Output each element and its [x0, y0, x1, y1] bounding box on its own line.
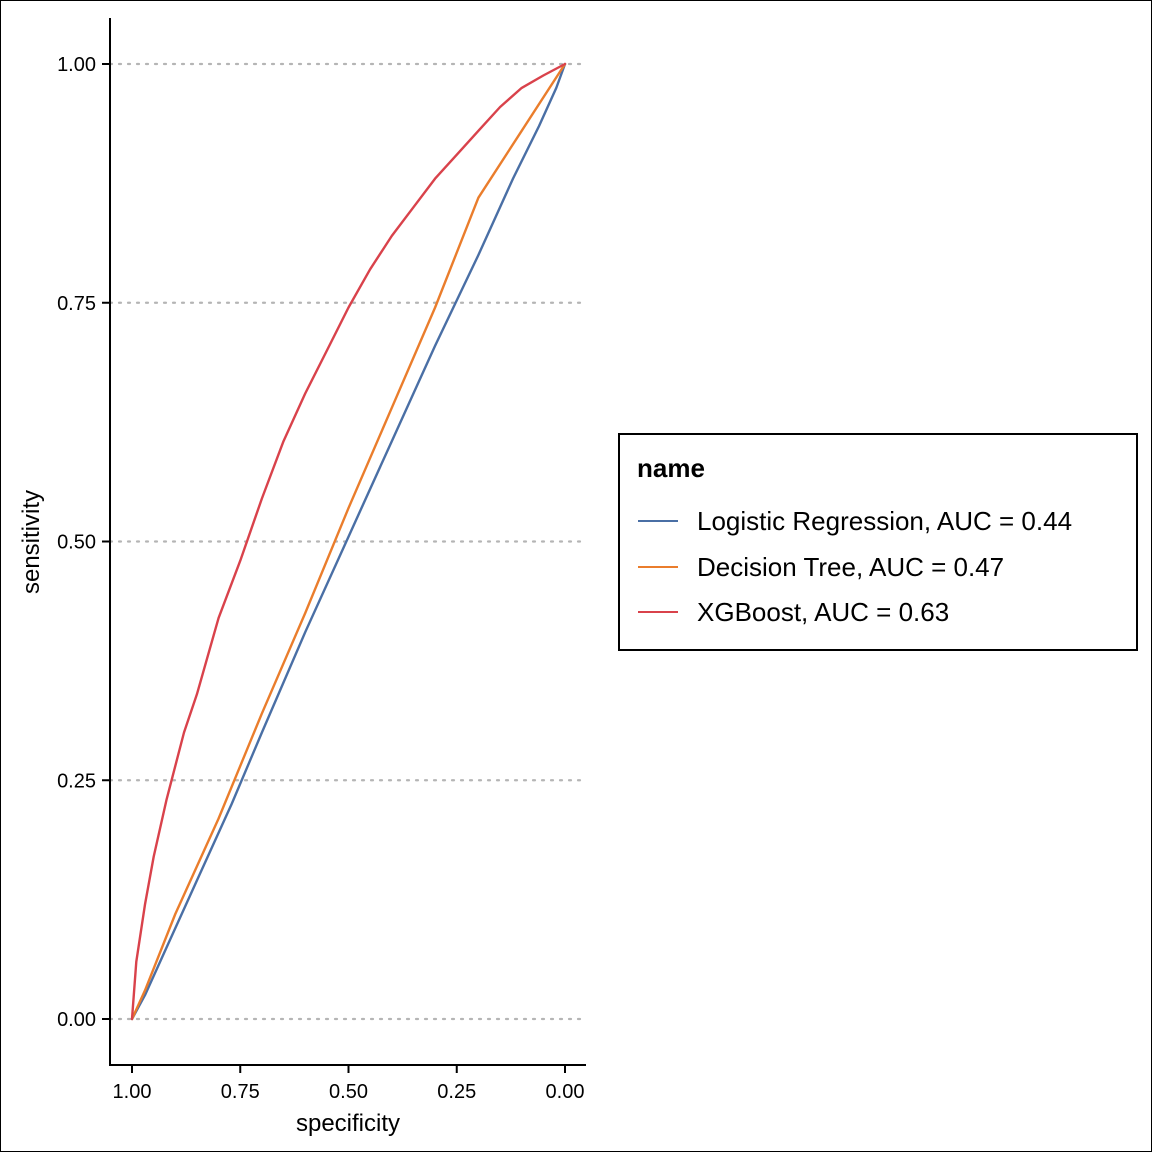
legend: name Logistic Regression, AUC = 0.44 Dec… [618, 433, 1138, 651]
y-tick-label: 0.25 [57, 770, 96, 792]
y-axis-title: sensitivity [18, 490, 45, 594]
series-line-xgboost [130, 62, 567, 1021]
legend-label-decision-tree: Decision Tree, AUC = 0.47 [697, 552, 1005, 582]
gridlines [108, 62, 588, 1021]
legend-label-xgboost: XGBoost, AUC = 0.63 [697, 597, 950, 627]
x-tick-label: 0.00 [546, 1081, 585, 1103]
x-tick-label: 0.50 [329, 1081, 368, 1103]
x-tick-label: 0.75 [221, 1081, 260, 1103]
legend-item-logistic-regression: Logistic Regression, AUC = 0.44 [638, 506, 1128, 536]
series-line-decision-tree [130, 62, 567, 1021]
y-tick-label: 0.75 [57, 293, 96, 315]
x-tick-label: 0.25 [437, 1081, 476, 1103]
legend-key-decision-tree [638, 566, 678, 568]
x-axis-title: specificity [296, 1110, 400, 1137]
x-tick-label: 1.00 [113, 1081, 152, 1103]
legend-title: name [637, 453, 705, 483]
legend-key-xgboost [638, 611, 678, 613]
series-lines [130, 62, 567, 1021]
y-tick-label: 0.00 [57, 1009, 96, 1031]
legend-label-logistic-regression: Logistic Regression, AUC = 0.44 [697, 506, 1073, 536]
series-line-logistic-regression [130, 62, 567, 1021]
y-tick-label: 1.00 [57, 54, 96, 76]
x-ticks: 1.00 0.75 0.50 0.25 0.00 [113, 1065, 585, 1103]
legend-key-logistic-regression [638, 520, 678, 522]
y-tick-label: 0.50 [57, 532, 96, 554]
legend-item-xgboost: XGBoost, AUC = 0.63 [638, 597, 1128, 627]
legend-item-decision-tree: Decision Tree, AUC = 0.47 [638, 552, 1128, 582]
y-ticks: 0.00 0.25 0.50 0.75 1.00 [57, 54, 110, 1031]
